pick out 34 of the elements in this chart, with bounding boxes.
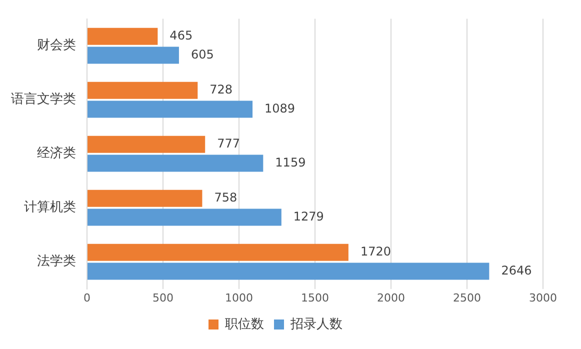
data-label: 465 [170, 28, 193, 42]
x-tick-label: 1000 [225, 291, 253, 304]
bar [88, 244, 348, 261]
bar [88, 28, 158, 45]
y-tick-label: 法学类 [37, 254, 76, 270]
bar [88, 46, 179, 64]
x-tick-label: 1500 [301, 291, 329, 304]
legend-label: 职位数 [225, 316, 264, 332]
data-label: 728 [210, 82, 233, 96]
data-label: 777 [217, 136, 240, 150]
data-label: 1279 [293, 209, 324, 224]
bar [88, 154, 264, 172]
x-tick-label: 0 [84, 291, 90, 304]
bar [88, 190, 202, 207]
bar [88, 82, 198, 99]
x-tick-label: 2000 [377, 291, 405, 304]
data-label: 605 [190, 47, 214, 62]
bar [88, 262, 490, 280]
data-label: 758 [214, 190, 238, 204]
bar [88, 136, 206, 153]
y-tick-label: 经济类 [37, 146, 76, 162]
legend-label: 招录人数 [290, 316, 342, 332]
data-label: 1089 [264, 101, 296, 116]
data-label: 1720 [360, 244, 391, 258]
bar [88, 208, 282, 226]
bar [88, 100, 253, 118]
data-label: 1159 [275, 155, 306, 170]
x-tick-label: 500 [152, 291, 174, 304]
data-label: 2646 [501, 263, 532, 278]
x-tick-label: 2500 [453, 291, 481, 304]
y-tick-label: 语言文学类 [11, 91, 76, 108]
y-tick-label: 财会类 [37, 38, 76, 54]
y-tick-label: 计算机类 [24, 200, 76, 216]
x-tick-label: 3000 [529, 291, 557, 304]
